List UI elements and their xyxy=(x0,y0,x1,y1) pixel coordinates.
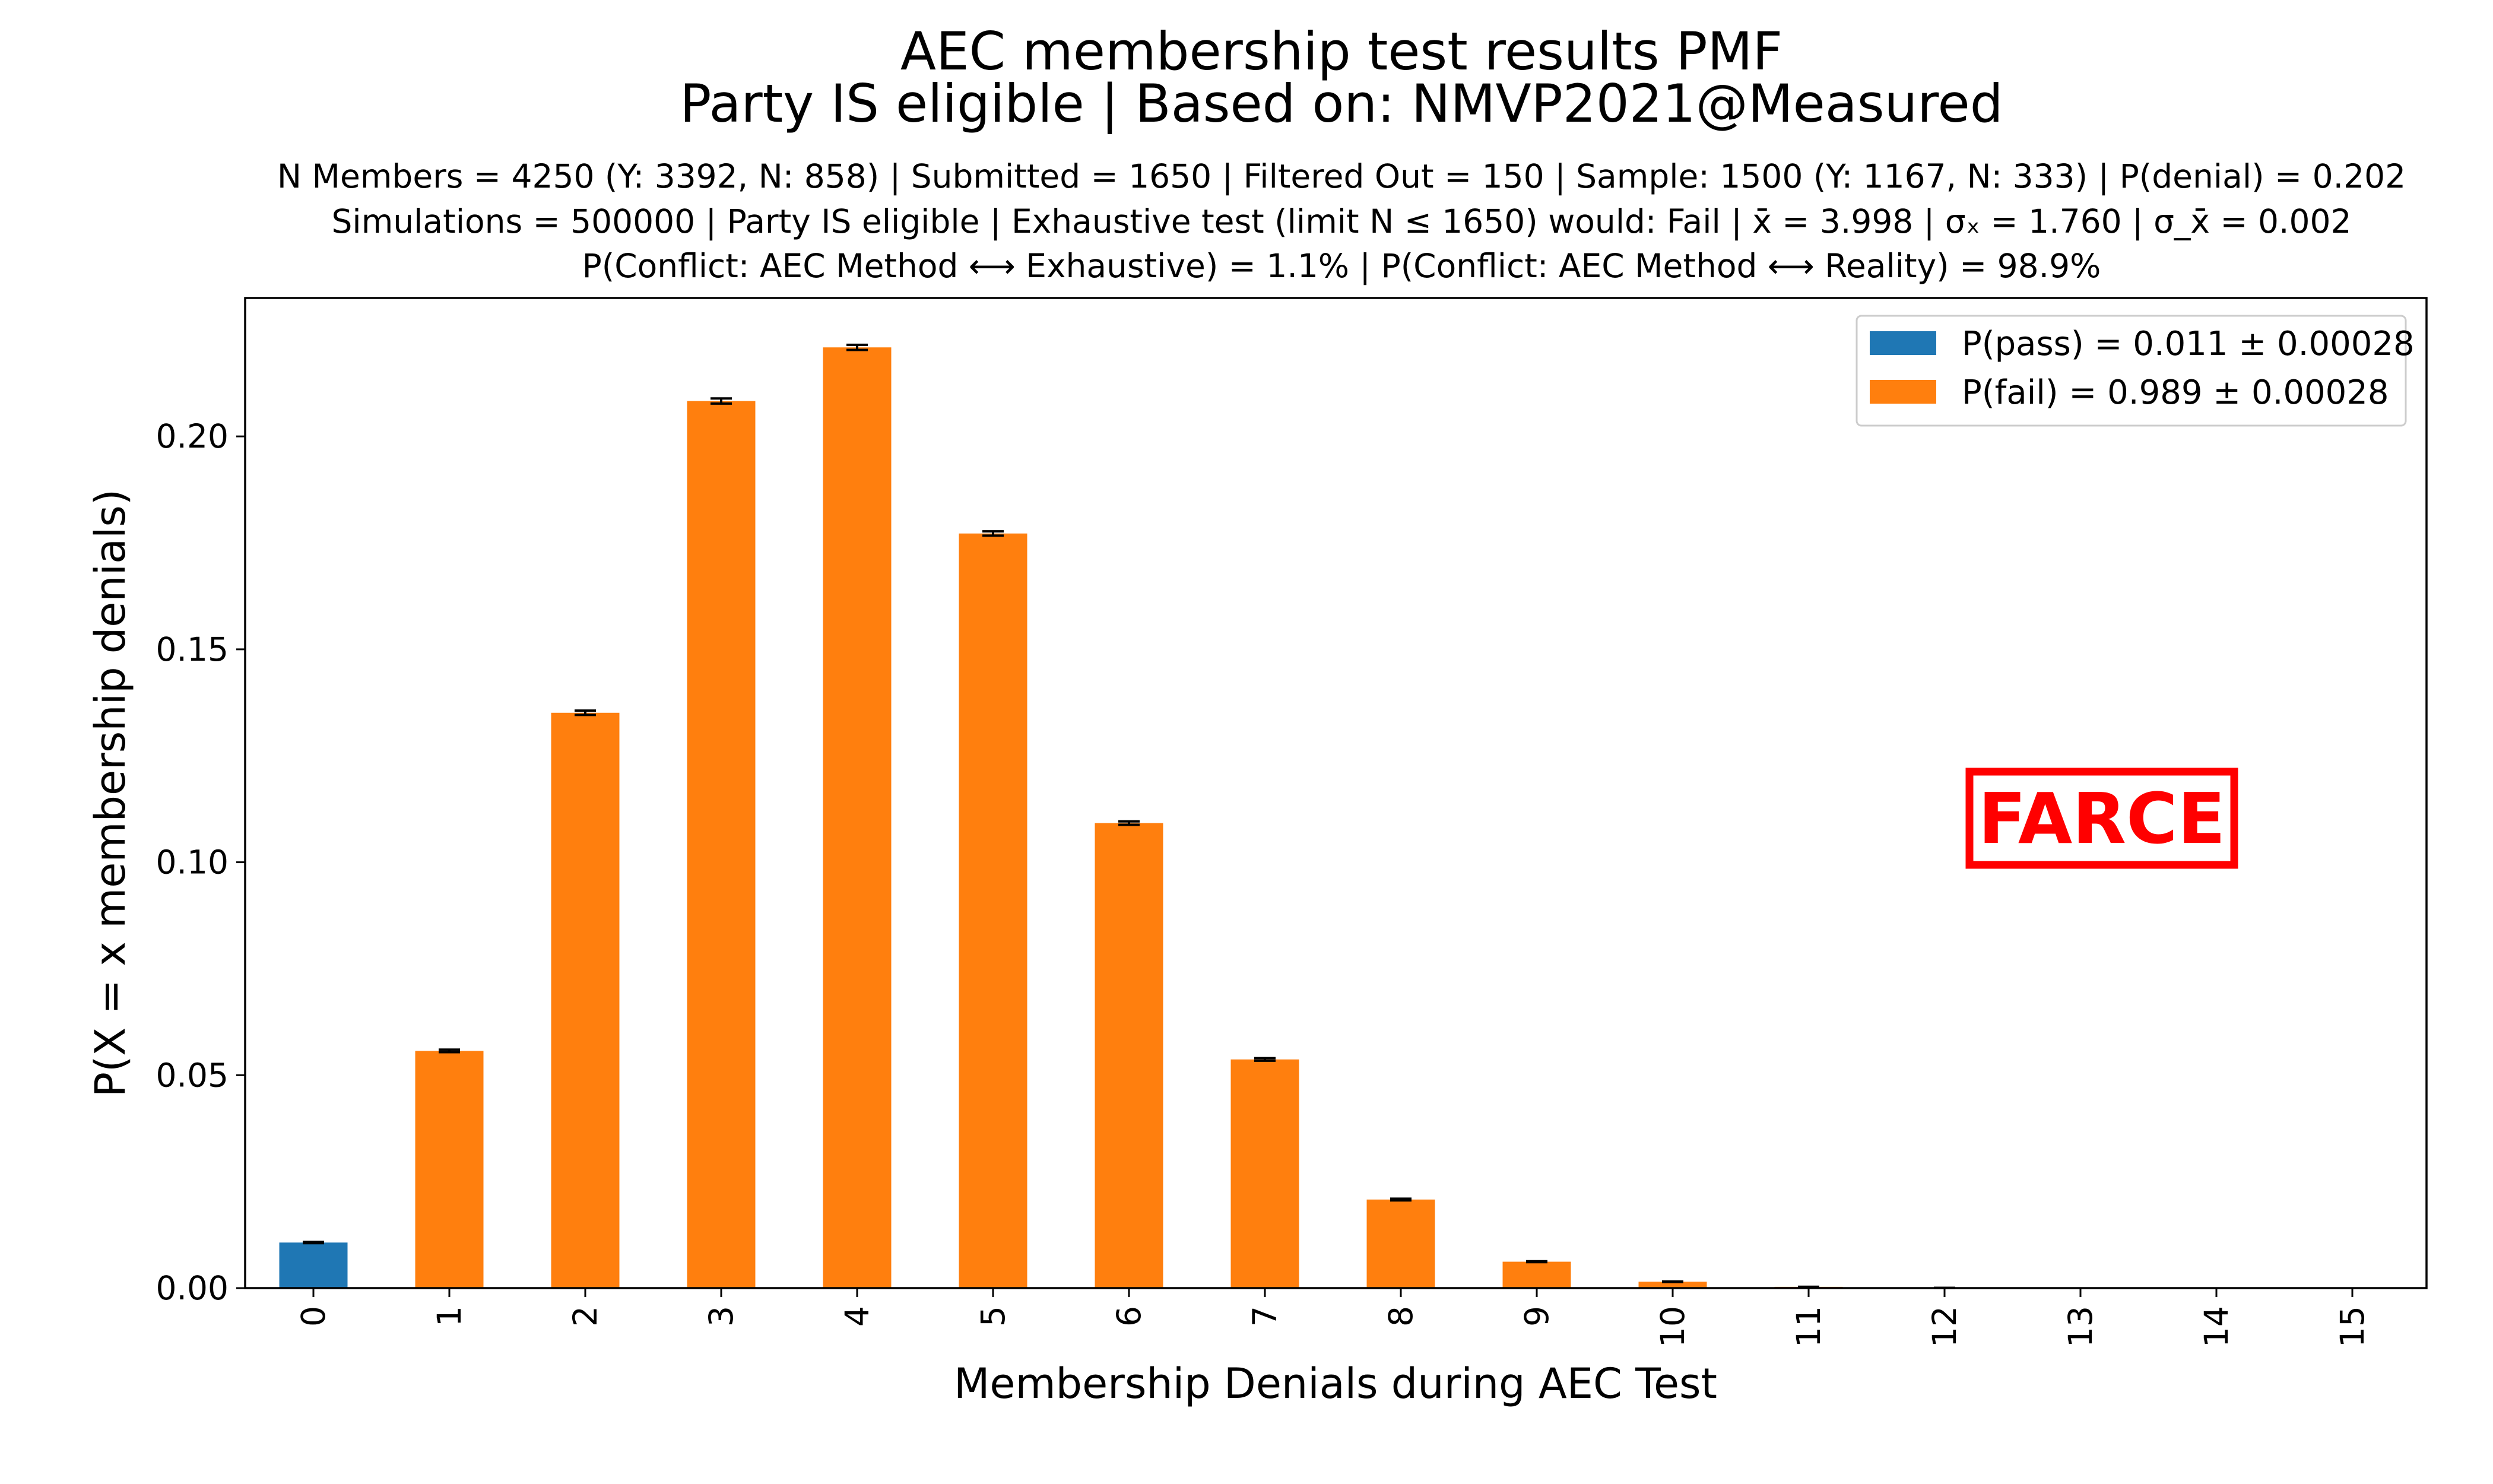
chart-titles: AEC membership test results PMF Party IS… xyxy=(277,21,2406,286)
error-bar-1 xyxy=(439,1048,460,1054)
bar-3 xyxy=(687,401,756,1288)
error-bar-5 xyxy=(982,530,1004,537)
legend-label-fail: P(fail) = 0.989 ± 0.00028 xyxy=(1962,373,2389,412)
bars-layer xyxy=(279,347,1979,1288)
x-tick-label-3: 3 xyxy=(702,1306,740,1327)
x-tick-label-10: 10 xyxy=(1654,1306,1692,1347)
legend-frame xyxy=(1856,315,2407,427)
error-bar-8 xyxy=(1390,1197,1412,1202)
bar-2 xyxy=(551,712,620,1288)
info-line-3: P(Conflict: AEC Method ⟷ Exhaustive) = 1… xyxy=(582,247,2101,286)
x-tick-label-11: 11 xyxy=(1790,1306,1828,1347)
x-tick-label-9: 9 xyxy=(1518,1306,1556,1327)
bar-10 xyxy=(1638,1282,1707,1288)
x-tick-label-14: 14 xyxy=(2197,1306,2235,1347)
chart-title: AEC membership test results PMF xyxy=(900,21,1782,82)
bar-7 xyxy=(1230,1059,1299,1288)
x-tick-label-1: 1 xyxy=(430,1306,468,1327)
bar-5 xyxy=(959,533,1027,1288)
bar-1 xyxy=(415,1051,484,1288)
x-tick-label-8: 8 xyxy=(1382,1306,1420,1327)
error-bar-0 xyxy=(303,1241,324,1245)
y-axis-label: P(X = x membership denials) xyxy=(86,489,135,1097)
legend-swatch-fail xyxy=(1870,380,1936,404)
y-tick-label-4: 0.20 xyxy=(156,417,229,455)
bar-6 xyxy=(1095,823,1163,1288)
error-bar-4 xyxy=(846,343,868,351)
error-bar-9 xyxy=(1526,1260,1547,1264)
farce-stamp-text: FARCE xyxy=(1978,778,2225,860)
bar-4 xyxy=(823,347,892,1288)
y-tick-label-0: 0.00 xyxy=(156,1269,229,1307)
x-tick-label-2: 2 xyxy=(566,1306,604,1327)
x-tick-label-15: 15 xyxy=(2333,1306,2371,1347)
x-axis-label: Membership Denials during AEC Test xyxy=(954,1359,1717,1408)
y-tick-label-2: 0.10 xyxy=(156,844,229,881)
error-bar-7 xyxy=(1254,1057,1276,1062)
bar-8 xyxy=(1366,1199,1435,1288)
error-bar-2 xyxy=(575,709,596,716)
y-tick-label-3: 0.15 xyxy=(156,630,229,668)
x-axis-ticks: 0 1 2 3 4 5 6 7 8 9 10 11 12 13 14 15 xyxy=(294,1288,2371,1347)
plot-area-frame xyxy=(244,297,2428,1289)
info-line-2: Simulations = 500000 | Party IS eligible… xyxy=(332,202,2352,241)
x-tick-label-4: 4 xyxy=(838,1306,876,1327)
legend-label-pass: P(pass) = 0.011 ± 0.00028 xyxy=(1962,325,2415,363)
error-bar-3 xyxy=(711,397,732,405)
bar-0 xyxy=(279,1242,348,1288)
farce-stamp-border xyxy=(1965,768,2238,869)
y-tick-label-1: 0.05 xyxy=(156,1056,229,1094)
y-axis-ticks: 0.00 0.05 0.10 0.15 0.20 xyxy=(156,417,245,1307)
legend: P(pass) = 0.011 ± 0.00028 P(fail) = 0.98… xyxy=(1856,315,2415,427)
x-tick-label-7: 7 xyxy=(1246,1306,1284,1327)
x-tick-label-6: 6 xyxy=(1110,1306,1148,1327)
legend-swatch-pass xyxy=(1870,331,1936,355)
x-tick-label-5: 5 xyxy=(974,1306,1012,1327)
chart-subtitle: Party IS eligible | Based on: NMVP2021@M… xyxy=(680,73,2003,135)
x-tick-label-0: 0 xyxy=(294,1306,332,1327)
x-tick-label-12: 12 xyxy=(1926,1306,1964,1347)
x-tick-label-13: 13 xyxy=(2061,1306,2099,1347)
info-line-1: N Members = 4250 (Y: 3392, N: 858) | Sub… xyxy=(277,157,2406,196)
bar-9 xyxy=(1502,1261,1571,1288)
farce-stamp: FARCE xyxy=(1965,768,2238,869)
error-bar-6 xyxy=(1118,820,1140,826)
